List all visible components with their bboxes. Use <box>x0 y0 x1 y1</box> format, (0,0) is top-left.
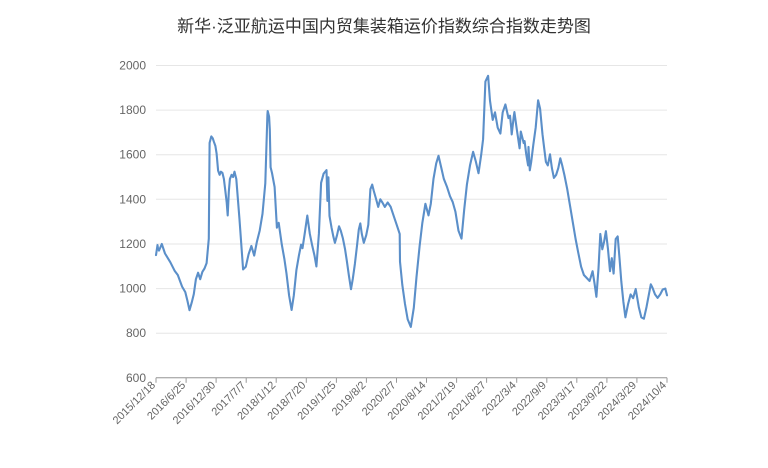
svg-text:1400: 1400 <box>119 192 146 206</box>
svg-text:1000: 1000 <box>119 282 146 296</box>
svg-text:1800: 1800 <box>119 103 146 117</box>
svg-text:600: 600 <box>126 371 146 385</box>
svg-text:800: 800 <box>126 326 146 340</box>
svg-text:1600: 1600 <box>119 148 146 162</box>
svg-text:2000: 2000 <box>119 59 146 73</box>
svg-text:1200: 1200 <box>119 237 146 251</box>
